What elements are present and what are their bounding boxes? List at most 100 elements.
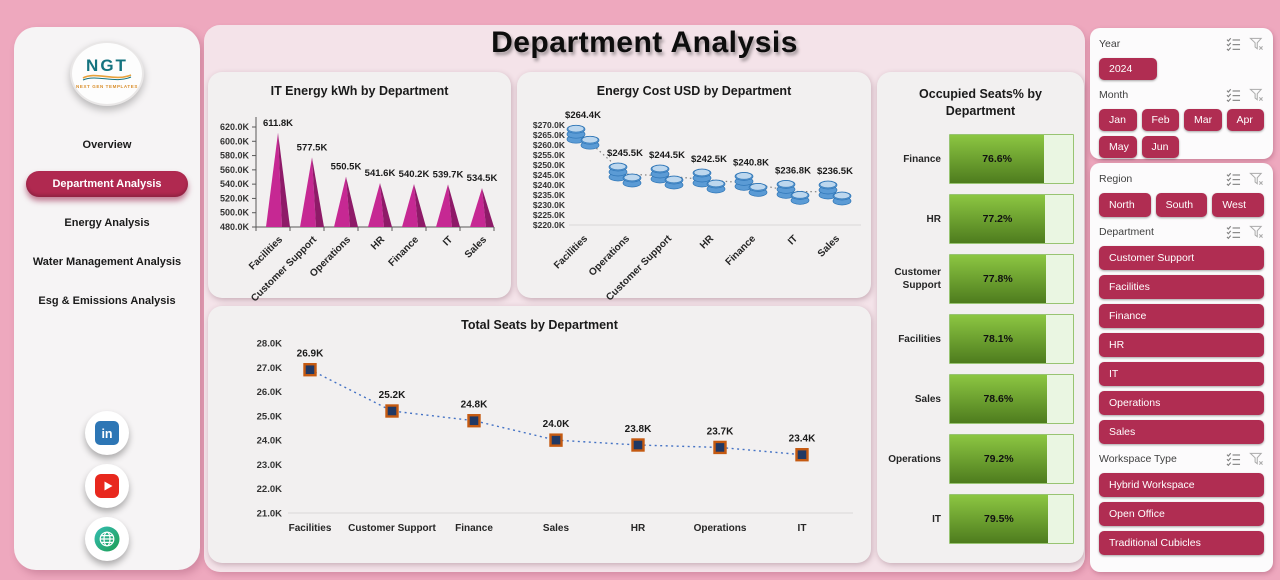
filter-section-workspace-type: Workspace Type Hybrid Workspace Open Offic… (1099, 451, 1264, 555)
filter-option-sales[interactable]: Sales (1099, 420, 1264, 444)
bar-fill[interactable]: 78.6% (950, 375, 1047, 423)
select-all-icon[interactable] (1226, 172, 1241, 187)
social-links: in (85, 411, 129, 570)
square-marker[interactable] (303, 363, 317, 377)
sidebar-item-department-analysis[interactable]: Department Analysis (26, 171, 188, 197)
energy-cost-card: Energy Cost USD by Department $220.0K $22… (517, 72, 871, 303)
filter-option-facilities[interactable]: Facilities (1099, 275, 1264, 299)
filter-option-south[interactable]: South (1155, 193, 1208, 217)
category-label: HR (631, 523, 646, 534)
sidebar-item-water-management-analysis[interactable]: Water Management Analysis (32, 256, 182, 268)
sidebar-item-overview[interactable]: Overview (82, 139, 132, 151)
filter-option-jun[interactable]: Jun (1141, 136, 1179, 158)
bar-fill[interactable]: 78.1% (950, 315, 1047, 363)
logo-text: NGT (86, 55, 128, 75)
y-tick-label: 24.0K (257, 436, 282, 447)
cone-shape[interactable] (402, 184, 418, 227)
bar-value-label: 79.2% (983, 453, 1014, 465)
coin-stack-marker[interactable] (692, 168, 726, 194)
data-label: 540.2K (399, 169, 430, 180)
bar-fill[interactable]: 76.6% (950, 135, 1045, 183)
filter-header-icons (1226, 452, 1264, 467)
clear-filter-icon[interactable] (1249, 37, 1264, 51)
total-seats-chart: 21.0K 22.0K 23.0K 24.0K 25.0K 26.0K 27.0K 28.0K… (257, 339, 853, 534)
cone-shape[interactable] (266, 132, 282, 227)
coin-stack-marker[interactable] (608, 162, 642, 188)
select-all-icon[interactable] (1226, 88, 1241, 103)
filter-option-may[interactable]: May (1099, 136, 1137, 158)
select-all-icon[interactable] (1226, 452, 1241, 467)
clear-filter-icon[interactable] (1249, 452, 1264, 466)
clear-filter-icon[interactable] (1249, 172, 1264, 186)
cone-shape[interactable] (436, 184, 452, 227)
cone-shape[interactable] (368, 183, 384, 227)
category-label: Finance (387, 234, 422, 269)
total-seats-chart-title: Total Seats by Department (461, 318, 618, 332)
filter-option-customer-support[interactable]: Customer Support (1099, 246, 1264, 270)
filter-option-operations[interactable]: Operations (1099, 391, 1264, 415)
sidebar-item-energy-analysis[interactable]: Energy Analysis (64, 217, 150, 229)
youtube-button[interactable] (85, 464, 129, 508)
website-button[interactable] (85, 517, 129, 561)
filter-option-jan[interactable]: Jan (1099, 109, 1137, 131)
clear-filter-icon[interactable] (1249, 225, 1264, 239)
sidebar-item-esg-emissions-analysis[interactable]: Esg & Emissions Analysis (38, 295, 176, 307)
filter-option-west[interactable]: West (1212, 193, 1264, 217)
filter-label: Workspace Type (1099, 453, 1177, 465)
bar-fill[interactable]: 79.5% (950, 495, 1048, 543)
occupied-bar-row: HR 77.2% (885, 194, 1074, 244)
energy-cost-chart: $220.0K$225.0K$230.0K$235.0K$240.0K$245.… (533, 110, 861, 303)
filter-label: Year (1099, 38, 1121, 50)
cone-shape[interactable] (300, 157, 316, 227)
filter-option-2024[interactable]: 2024 (1099, 58, 1157, 80)
square-marker[interactable] (795, 448, 809, 462)
bar-fill[interactable]: 77.2% (950, 195, 1045, 243)
logo-subtext: NEXT GEN TEMPLATES (76, 83, 138, 89)
y-tick-label: $250.0K (533, 160, 566, 170)
filter-option-traditional-cubicles[interactable]: Traditional Cubicles (1099, 531, 1264, 555)
filter-option-mar[interactable]: Mar (1184, 109, 1222, 131)
square-marker[interactable] (631, 438, 645, 452)
square-marker[interactable] (467, 414, 481, 428)
clear-filter-icon[interactable] (1249, 88, 1264, 102)
filter-option-hr[interactable]: HR (1099, 333, 1264, 357)
filter-option-feb[interactable]: Feb (1141, 109, 1179, 131)
filter-option-open-office[interactable]: Open Office (1099, 502, 1264, 526)
filter-option-hybrid-workspace[interactable]: Hybrid Workspace (1099, 473, 1264, 497)
cone-shape[interactable] (334, 176, 350, 227)
filter-option-north[interactable]: North (1099, 193, 1151, 217)
globe-icon (94, 526, 120, 552)
data-label: 611.8K (263, 118, 293, 129)
square-marker[interactable] (713, 440, 727, 455)
filter-option-apr[interactable]: Apr (1226, 109, 1264, 131)
filter-option-finance[interactable]: Finance (1099, 304, 1264, 328)
select-all-icon[interactable] (1226, 225, 1241, 240)
coin-stack-marker[interactable] (734, 172, 768, 197)
y-tick-label: $230.0K (533, 200, 566, 210)
coin-stack-marker[interactable] (776, 180, 810, 205)
y-tick-label: 25.0K (257, 411, 282, 422)
bar-track: 77.8% (949, 254, 1074, 304)
y-tick-label: 520.0K (220, 193, 250, 203)
filter-option-it[interactable]: IT (1099, 362, 1264, 386)
bar-category-label: Finance (903, 153, 941, 165)
cone-shape[interactable] (470, 188, 486, 227)
bar-value-label: 78.6% (983, 393, 1014, 405)
coin-stack-marker[interactable] (650, 164, 684, 190)
bar-fill[interactable]: 79.2% (950, 435, 1048, 483)
it-energy-chart-title: IT Energy kWh by Department (270, 84, 449, 98)
filter-header: Workspace Type (1099, 451, 1264, 467)
select-all-icon[interactable] (1226, 37, 1241, 52)
square-marker[interactable] (385, 404, 399, 418)
linkedin-button[interactable]: in (85, 411, 129, 455)
coin-stack-marker[interactable] (818, 180, 852, 206)
svg-text:in: in (101, 427, 112, 441)
category-label: Customer Support (249, 234, 319, 304)
y-tick-label: $270.0K (533, 120, 566, 130)
data-label: $245.5K (607, 148, 643, 159)
coin-stack-marker[interactable] (566, 124, 600, 150)
y-tick-label: $220.0K (533, 220, 566, 230)
occupied-bar-row: Facilities 78.1% (885, 314, 1074, 364)
bar-fill[interactable]: 77.8% (950, 255, 1046, 303)
square-marker[interactable] (549, 433, 563, 447)
